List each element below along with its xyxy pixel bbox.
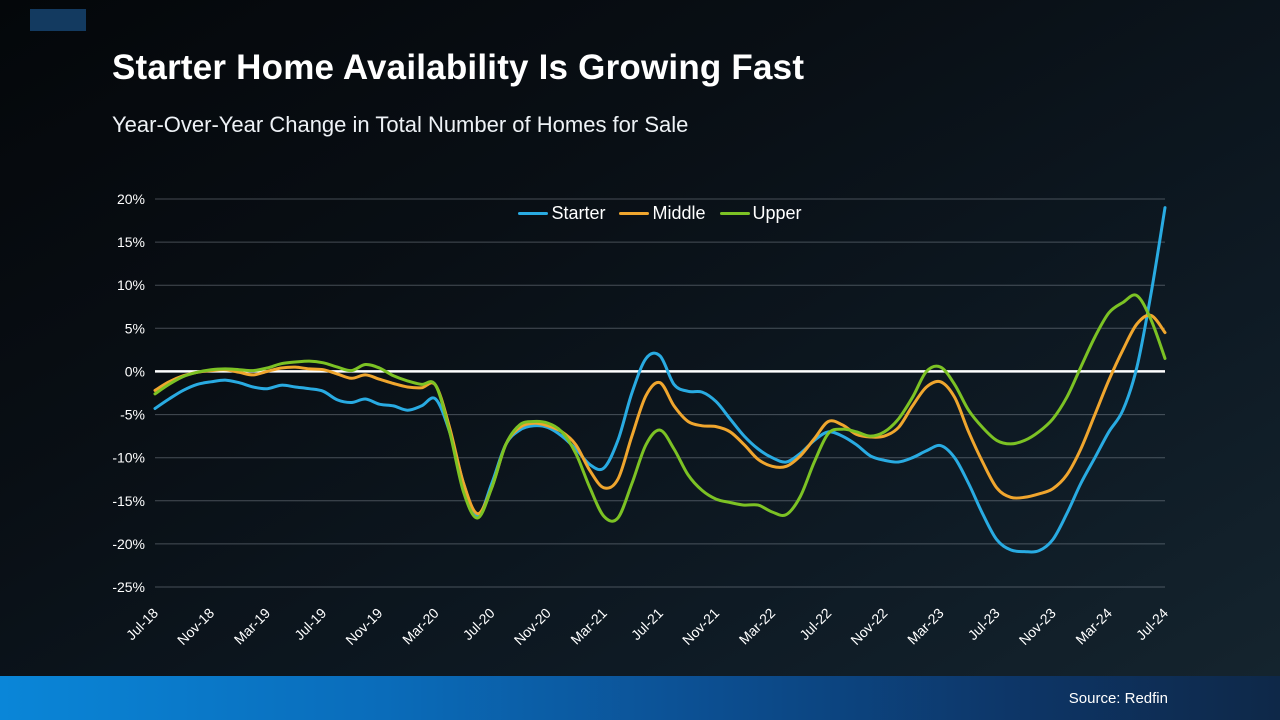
x-axis-tick-label: Nov-22 (847, 605, 890, 648)
x-axis-tick-label: Nov-19 (342, 605, 385, 648)
page-subtitle: Year-Over-Year Change in Total Number of… (112, 112, 689, 137)
x-axis-tick-label: Jul-24 (1133, 605, 1171, 643)
legend-line-swatch-middle (619, 212, 650, 215)
x-axis-tick-label: Nov-18 (174, 605, 217, 648)
legend-label-upper: Upper (752, 203, 802, 223)
x-axis-tick-label: Nov-20 (511, 605, 554, 648)
legend-item-middle: Middle (619, 203, 706, 224)
x-axis-tick-label: Mar-19 (231, 605, 274, 648)
y-axis-tick-label: -15% (112, 493, 145, 509)
y-axis-tick-label: 0% (125, 363, 145, 379)
chart-legend: Starter Middle Upper (155, 203, 1165, 224)
y-axis-tick-label: -25% (112, 579, 145, 595)
legend-label-middle: Middle (652, 203, 706, 223)
footer-band: Source: Redfin (0, 676, 1280, 720)
y-axis-tick-label: -20% (112, 536, 145, 552)
legend-label-starter: Starter (551, 203, 606, 223)
x-axis-tick-label: Jul-23 (965, 605, 1003, 643)
x-axis-tick-label: Jul-22 (796, 605, 834, 643)
x-axis-tick-label: Mar-23 (904, 605, 947, 648)
legend-item-starter: Starter (518, 203, 605, 224)
x-axis-tick-label: Jul-18 (123, 605, 161, 643)
y-axis-tick-label: -10% (112, 450, 145, 466)
y-axis-tick-label: 20% (117, 191, 145, 207)
series-line-starter (153, 206, 1167, 554)
y-axis-tick-label: 10% (117, 277, 145, 293)
x-axis-tick-label: Nov-21 (679, 605, 722, 648)
x-axis-tick-label: Jul-19 (291, 605, 329, 643)
y-axis-tick-label: -5% (120, 407, 145, 423)
x-axis-tick-label: Mar-24 (1072, 605, 1115, 648)
source-label: Source: Redfin (1068, 689, 1168, 707)
y-axis-tick-label: 5% (125, 320, 145, 336)
x-axis-tick-label: Mar-22 (736, 605, 779, 648)
series-line-upper (153, 293, 1167, 523)
y-axis-tick-label: 15% (117, 234, 145, 250)
legend-item-upper: Upper (719, 203, 802, 224)
legend-line-swatch-upper (719, 212, 750, 215)
x-axis-tick-label: Jul-21 (628, 605, 666, 643)
brand-corner-mark (30, 9, 86, 31)
x-axis-tick-label: Mar-21 (567, 605, 610, 648)
x-axis-tick-label: Mar-20 (399, 605, 442, 648)
legend-line-swatch-starter (518, 212, 549, 215)
series-line-middle (153, 313, 1167, 516)
x-axis-tick-label: Nov-23 (1016, 605, 1059, 648)
page-title: Starter Home Availability Is Growing Fas… (112, 48, 805, 87)
x-axis-tick-label: Jul-20 (460, 605, 498, 643)
